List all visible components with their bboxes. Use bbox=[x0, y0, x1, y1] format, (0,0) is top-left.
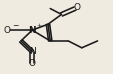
Text: N: N bbox=[28, 26, 36, 35]
Text: O: O bbox=[4, 26, 11, 35]
Text: +: + bbox=[36, 23, 41, 28]
Text: O: O bbox=[73, 3, 80, 12]
Text: −: − bbox=[12, 21, 18, 30]
Text: O: O bbox=[28, 59, 35, 68]
Text: N: N bbox=[29, 47, 35, 56]
